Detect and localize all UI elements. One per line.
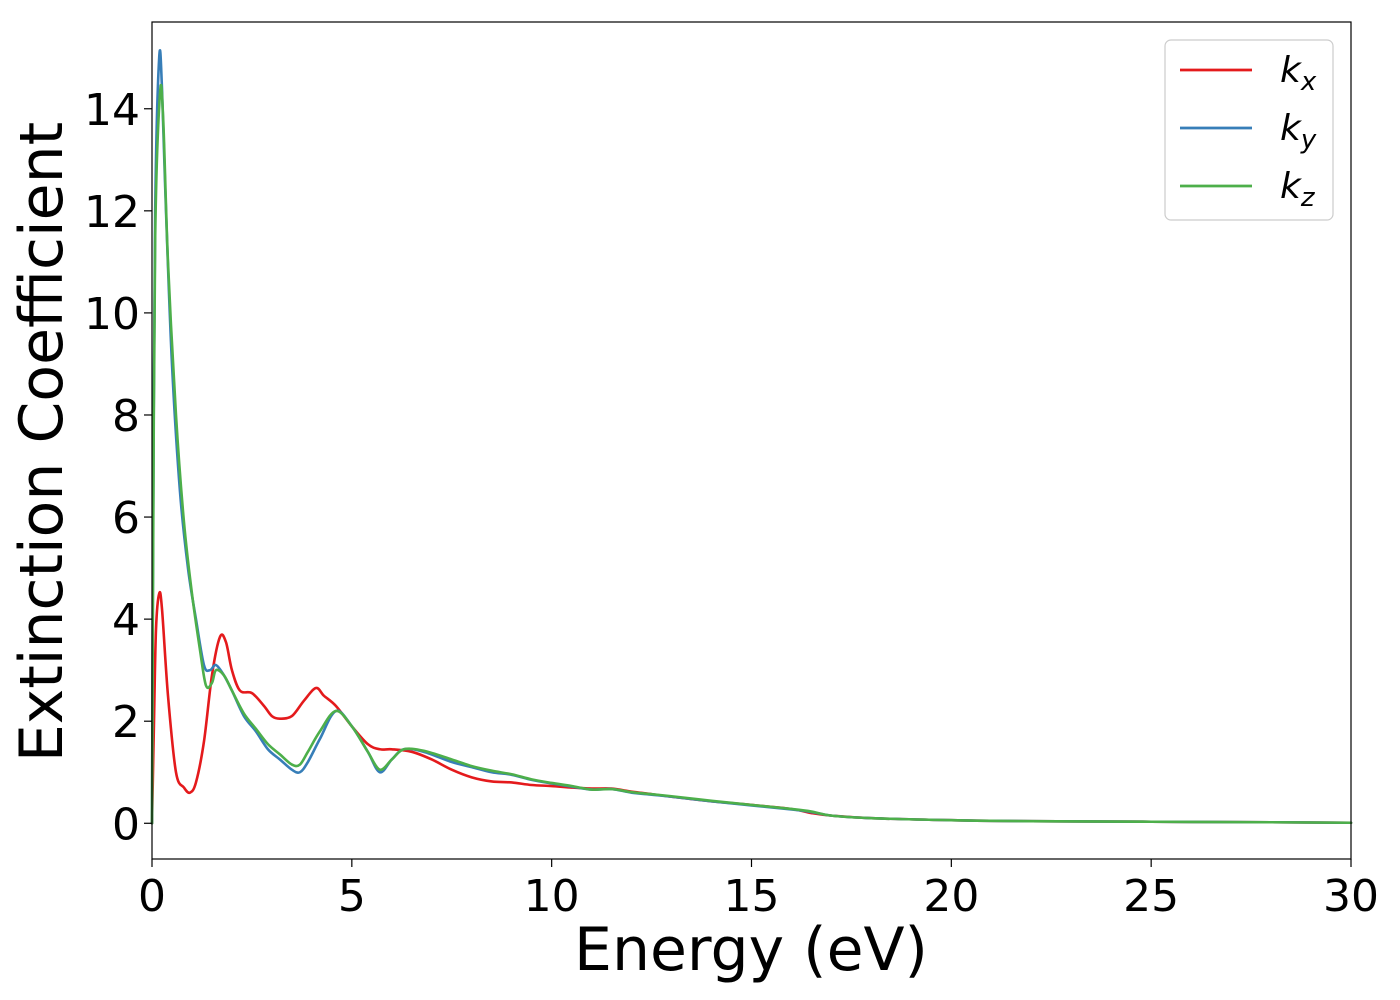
x-tick-label: 30 — [1323, 871, 1379, 922]
y-tick-label: 6 — [112, 493, 140, 544]
x-axis-ticks: 0 5 10 15 20 25 30 — [138, 859, 1379, 922]
y-axis-label: Extinction Coefficient — [7, 122, 77, 762]
x-tick-label: 0 — [138, 871, 166, 922]
y-tick-label: 8 — [112, 391, 140, 442]
y-tick-label: 2 — [112, 697, 140, 748]
legend-frame — [1164, 39, 1334, 221]
x-tick-label: 10 — [524, 871, 580, 922]
y-tick-label: 14 — [84, 85, 140, 136]
x-tick-label: 15 — [724, 871, 780, 922]
y-tick-label: 4 — [112, 595, 140, 646]
x-axis-label: Energy (eV) — [574, 915, 928, 985]
y-axis-ticks: 0 2 4 6 8 10 12 14 — [84, 85, 152, 850]
series-layer — [150, 49, 1353, 825]
y-tick-label: 12 — [84, 187, 140, 238]
legend-label-ky: ky — [1280, 108, 1317, 155]
x-tick-label: 25 — [1123, 871, 1179, 922]
y-tick-label: 10 — [84, 289, 140, 340]
y-tick-label: 0 — [112, 799, 140, 850]
series-line-kz — [150, 83, 1353, 825]
x-tick-label: 5 — [338, 871, 366, 922]
x-tick-label: 20 — [923, 871, 979, 922]
series-line-kx — [150, 590, 1353, 825]
